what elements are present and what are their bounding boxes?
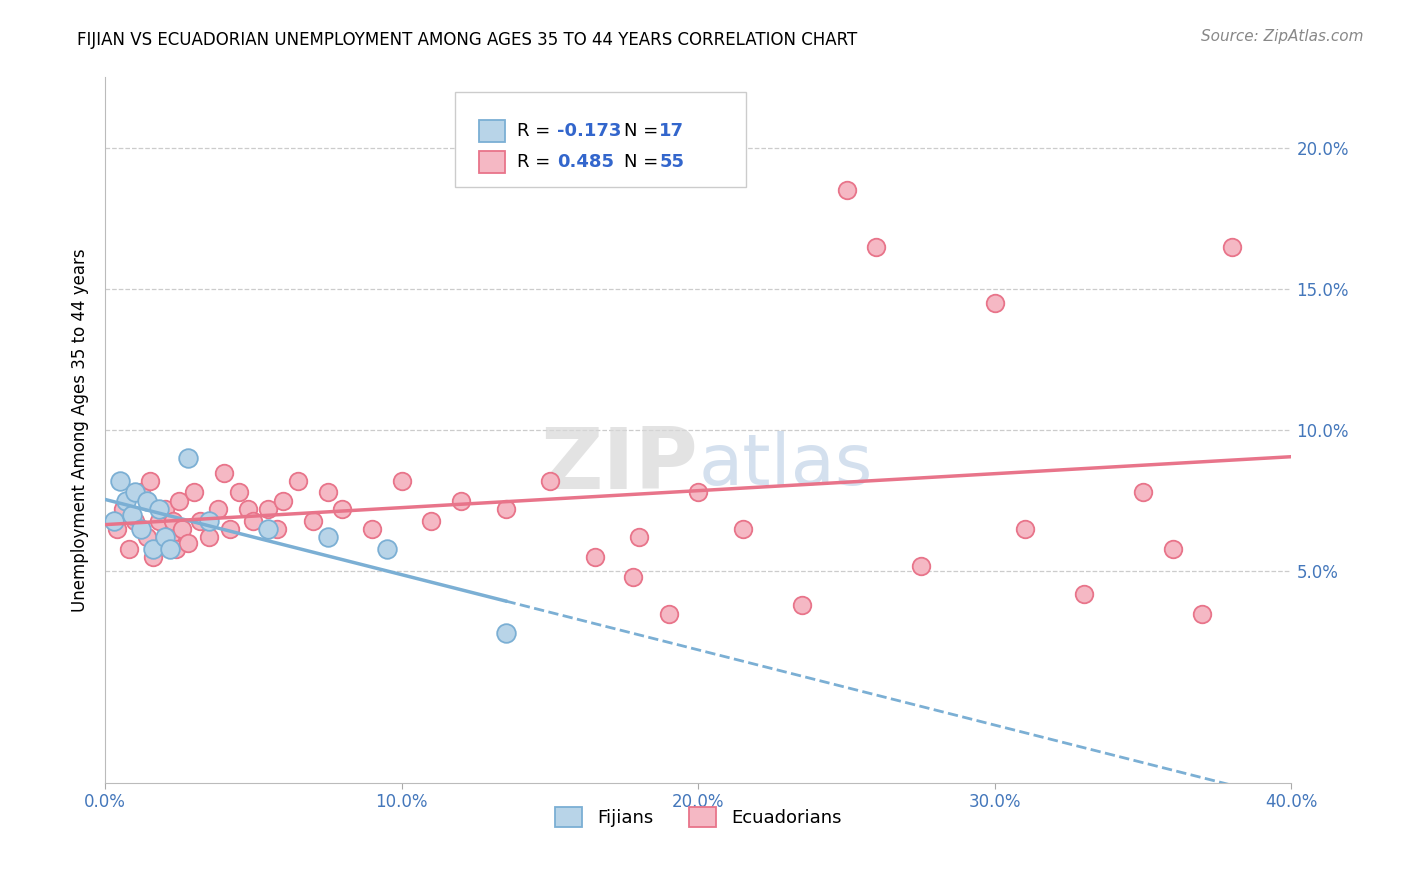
Point [1014, 522, 1036, 536]
Point [183, 485, 205, 500]
Point [129, 485, 152, 500]
Point [177, 451, 200, 466]
Point [688, 485, 710, 500]
Point [420, 514, 443, 528]
Text: R =: R = [517, 122, 555, 140]
Point [138, 474, 160, 488]
Text: 55: 55 [659, 153, 685, 171]
Point [242, 514, 264, 528]
FancyBboxPatch shape [479, 120, 505, 143]
Point [1220, 240, 1243, 254]
Text: Source: ZipAtlas.com: Source: ZipAtlas.com [1201, 29, 1364, 44]
Point [658, 607, 681, 621]
Point [135, 531, 157, 545]
Point [865, 240, 887, 254]
Text: FIJIAN VS ECUADORIAN UNEMPLOYMENT AMONG AGES 35 TO 44 YEARS CORRELATION CHART: FIJIAN VS ECUADORIAN UNEMPLOYMENT AMONG … [77, 31, 858, 49]
Point [159, 531, 181, 545]
Text: R =: R = [517, 153, 555, 171]
Point [495, 502, 517, 516]
Point [621, 570, 644, 584]
Point [495, 626, 517, 640]
Point [835, 183, 858, 197]
Point [228, 485, 250, 500]
Point [301, 514, 323, 528]
Point [115, 493, 138, 508]
Point [148, 502, 170, 516]
FancyBboxPatch shape [479, 151, 505, 173]
Point [111, 502, 134, 516]
Text: ZIP: ZIP [540, 424, 699, 507]
Point [583, 550, 606, 565]
Point [169, 493, 191, 508]
Point [135, 493, 157, 508]
Point [792, 599, 814, 613]
Text: 0.485: 0.485 [557, 153, 614, 171]
Point [103, 514, 125, 528]
Point [118, 541, 141, 556]
Text: atlas: atlas [699, 431, 873, 500]
Point [207, 502, 229, 516]
Point [731, 522, 754, 536]
Point [316, 531, 339, 545]
Point [332, 502, 354, 516]
Point [910, 558, 932, 573]
Point [236, 502, 259, 516]
Point [271, 493, 294, 508]
Point [538, 474, 561, 488]
Point [361, 522, 384, 536]
Legend: Fijians, Ecuadorians: Fijians, Ecuadorians [548, 799, 848, 834]
Point [153, 502, 176, 516]
Point [266, 522, 288, 536]
Point [142, 550, 165, 565]
Point [627, 531, 650, 545]
Text: N =: N = [624, 153, 664, 171]
FancyBboxPatch shape [456, 92, 745, 186]
Point [1191, 607, 1213, 621]
Point [142, 541, 165, 556]
Point [450, 493, 472, 508]
Point [218, 522, 240, 536]
Point [124, 485, 146, 500]
Point [162, 514, 184, 528]
Point [153, 531, 176, 545]
Point [177, 536, 200, 550]
Point [108, 474, 131, 488]
Point [198, 531, 221, 545]
Point [257, 502, 280, 516]
Point [1073, 587, 1095, 601]
Point [105, 522, 128, 536]
Point [257, 522, 280, 536]
Point [198, 514, 221, 528]
Point [188, 514, 211, 528]
Point [121, 508, 143, 522]
Point [212, 466, 235, 480]
Point [375, 541, 398, 556]
Y-axis label: Unemployment Among Ages 35 to 44 years: Unemployment Among Ages 35 to 44 years [72, 249, 89, 612]
Point [391, 474, 413, 488]
Point [984, 296, 1007, 310]
Point [129, 522, 152, 536]
Point [287, 474, 309, 488]
Point [316, 485, 339, 500]
Text: -0.173: -0.173 [557, 122, 621, 140]
Text: N =: N = [624, 122, 664, 140]
Point [148, 514, 170, 528]
Point [159, 541, 181, 556]
Point [1161, 541, 1184, 556]
Point [165, 541, 187, 556]
Point [1132, 485, 1154, 500]
Point [172, 522, 194, 536]
Text: 17: 17 [659, 122, 685, 140]
Point [124, 514, 146, 528]
